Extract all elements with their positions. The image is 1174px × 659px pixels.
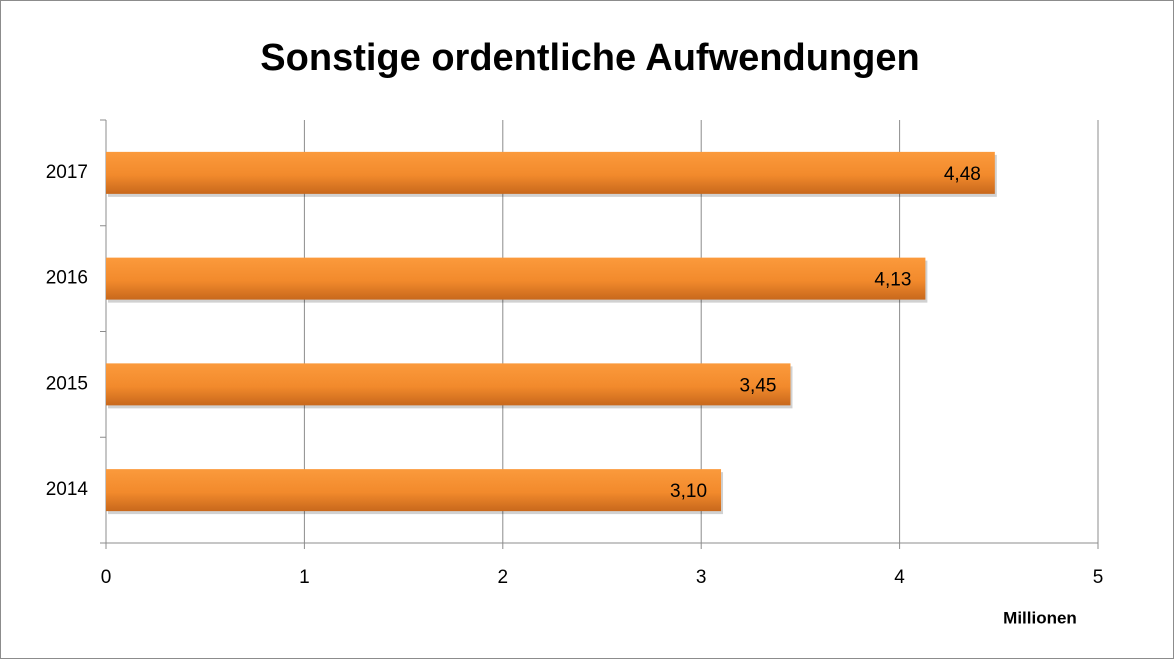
data-label: 4,13 bbox=[874, 270, 911, 291]
y-tick-label: 2017 bbox=[46, 162, 88, 183]
bar bbox=[106, 257, 926, 300]
data-label: 3,45 bbox=[739, 375, 776, 396]
chart-title: Sonstige ordentliche Aufwendungen bbox=[260, 37, 919, 79]
y-tick-label: 2016 bbox=[46, 268, 88, 289]
y-tick-label: 2014 bbox=[46, 479, 89, 500]
x-tick-label: 4 bbox=[894, 567, 905, 588]
bar bbox=[106, 469, 722, 512]
x-tick-label: 0 bbox=[101, 567, 112, 588]
x-tick-label: 1 bbox=[299, 567, 310, 588]
x-axis-label: Millionen bbox=[1003, 608, 1077, 627]
x-tick-label: 5 bbox=[1093, 567, 1104, 588]
bar bbox=[106, 363, 791, 406]
x-tick-label: 3 bbox=[696, 567, 707, 588]
data-label: 3,10 bbox=[670, 481, 707, 502]
y-tick-label: 2015 bbox=[46, 373, 88, 394]
data-label: 4,48 bbox=[944, 164, 981, 185]
x-tick-label: 2 bbox=[498, 567, 509, 588]
bar bbox=[106, 151, 995, 194]
